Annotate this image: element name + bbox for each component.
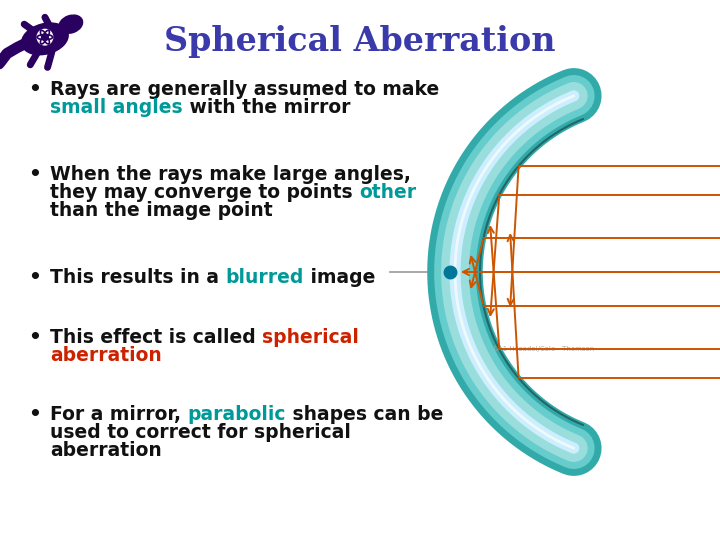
Circle shape (42, 35, 47, 39)
Text: Rays are generally assumed to make: Rays are generally assumed to make (50, 80, 439, 99)
Text: aberration: aberration (50, 346, 162, 365)
Text: •: • (28, 268, 41, 287)
Text: image: image (304, 268, 375, 287)
Text: •: • (28, 405, 41, 424)
Ellipse shape (22, 23, 68, 55)
Text: For a mirror,: For a mirror, (50, 405, 187, 424)
Text: •: • (28, 328, 41, 347)
Circle shape (37, 29, 53, 45)
Text: shapes can be: shapes can be (286, 405, 444, 424)
Text: •: • (28, 165, 41, 184)
Text: small angles: small angles (50, 98, 183, 117)
Text: aberration: aberration (50, 441, 162, 460)
Text: used to correct for spherical: used to correct for spherical (50, 423, 351, 442)
Text: © 2011 Hseadoi/Cole - Thomson: © 2011 Hseadoi/Cole - Thomson (480, 345, 594, 352)
Text: they may converge to points: they may converge to points (50, 183, 359, 202)
Text: other: other (359, 183, 416, 202)
Text: parabolic: parabolic (187, 405, 286, 424)
Text: When the rays make large angles,: When the rays make large angles, (50, 165, 411, 184)
Text: •: • (28, 80, 41, 99)
Ellipse shape (59, 15, 83, 33)
Text: with the mirror: with the mirror (183, 98, 350, 117)
Text: spherical: spherical (262, 328, 359, 347)
Text: than the image point: than the image point (50, 201, 273, 220)
Text: This effect is called: This effect is called (50, 328, 262, 347)
Text: This results in a: This results in a (50, 268, 225, 287)
Text: blurred: blurred (225, 268, 304, 287)
Text: Spherical Aberration: Spherical Aberration (164, 25, 556, 58)
